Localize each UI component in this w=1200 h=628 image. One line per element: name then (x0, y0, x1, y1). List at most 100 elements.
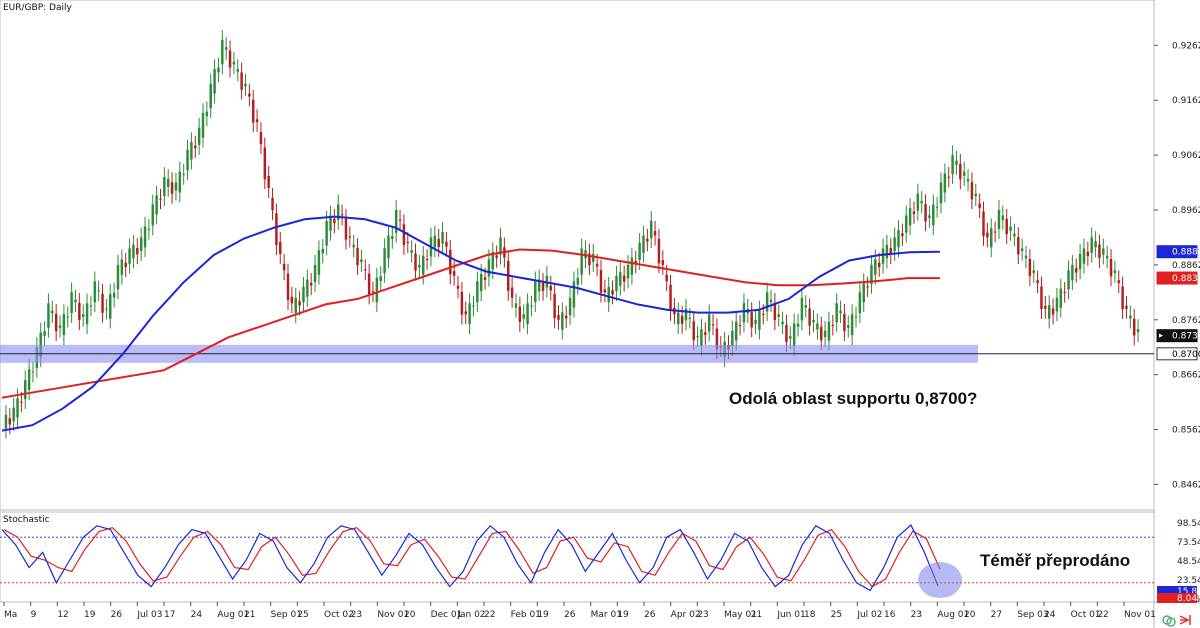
candle-body (669, 284, 672, 311)
candle-body (962, 171, 966, 176)
price-badge (1156, 329, 1198, 343)
candle-body (781, 321, 784, 325)
candle-body (537, 279, 541, 292)
candle-body (333, 218, 336, 224)
candle-body (217, 67, 220, 73)
sma-slow-line (1, 248, 940, 399)
time-tick-label: Jul 02 (856, 610, 882, 620)
candle-body (619, 272, 622, 286)
candle-body (1063, 291, 1066, 293)
candle-body (580, 248, 583, 275)
arrow-right-icon[interactable] (1179, 615, 1191, 625)
candle-body (615, 275, 618, 292)
candle-body (765, 292, 769, 312)
time-tick-label: Sep 01 (271, 610, 302, 620)
stochastic-badge (1157, 593, 1197, 603)
candle-body (916, 193, 920, 211)
candle-body (711, 324, 715, 326)
candle-body (1067, 270, 1070, 290)
sync-icon[interactable] (1162, 615, 1176, 627)
candle-body (885, 244, 889, 259)
candle-body (105, 308, 108, 310)
price-axis: 0.9262 0.9162 0.9062 0.8962 0.8862 0.8762 0.86… (1154, 41, 1200, 490)
candle-body (348, 236, 352, 238)
candle-body (561, 312, 564, 330)
candle-body (286, 273, 290, 301)
time-tick-label: 27 (991, 610, 1002, 620)
time-tick-label: May 01 (724, 610, 757, 620)
candle-body (812, 319, 815, 323)
candle-body (862, 283, 865, 303)
time-tick-label: 23 (351, 610, 362, 620)
candle-body (367, 273, 371, 295)
time-tick-label: Aug 01 (217, 610, 249, 620)
candle-body (109, 294, 112, 319)
candle-body (479, 274, 483, 292)
candle-body (951, 155, 954, 175)
price-badge (1156, 271, 1198, 285)
candle-body (472, 305, 475, 307)
stochastic-panel (0, 511, 1155, 603)
candle-body (309, 282, 313, 286)
candle-body (661, 260, 665, 265)
candle-body (321, 248, 325, 254)
candle-body (251, 99, 255, 123)
time-tick-label: 19 (84, 610, 96, 620)
candle-body (707, 314, 711, 332)
candle-body (159, 198, 162, 200)
candle-body (356, 248, 359, 266)
candle-body (854, 316, 858, 318)
candle-body (178, 171, 182, 193)
time-tick-label: 23 (911, 610, 922, 620)
stochastic-badge (1157, 586, 1197, 596)
stochastic-badge-label: 15.82 (1177, 587, 1200, 597)
candle-body (31, 371, 35, 373)
candle-body (1075, 268, 1078, 273)
time-tick-label: Feb 01 (511, 610, 541, 620)
stochastic-k-line (1, 524, 939, 592)
badge-marker-icon (1159, 333, 1163, 338)
candle-body (700, 328, 703, 347)
candle-body (866, 286, 869, 288)
candle-body (1020, 248, 1024, 251)
candle-body (340, 214, 344, 216)
candle-body (1024, 255, 1028, 259)
candle-body (1036, 280, 1039, 284)
candle-body (186, 149, 189, 171)
candle-body (974, 193, 978, 197)
stochastic-tick-label: 98.54 (1177, 519, 1200, 529)
candle-body (920, 200, 923, 204)
candle-body (889, 248, 893, 255)
stochastic-tick-label: 73.54 (1177, 538, 1200, 548)
time-tick-label: 26 (564, 610, 576, 620)
candle-body (904, 215, 908, 233)
candle-body (317, 250, 321, 275)
stochastic-title: Stochastic (3, 515, 50, 525)
candle-body (638, 242, 641, 261)
candle-body (704, 332, 707, 335)
time-tick-label: 17 (164, 610, 175, 620)
candle-body (870, 264, 873, 284)
candle-body (371, 291, 375, 293)
candle-body (74, 299, 77, 303)
candle-body (302, 286, 305, 303)
candle-body (514, 303, 518, 308)
candle-body (8, 418, 12, 425)
time-tick-label: 19 (617, 610, 629, 620)
candle-body (1005, 218, 1008, 235)
candle-body (4, 414, 8, 429)
candle-body (66, 316, 69, 318)
candle-body (823, 330, 827, 337)
candle-body (738, 324, 742, 326)
candle-body (62, 314, 66, 336)
candle-body (808, 308, 811, 326)
candle-body (97, 290, 100, 292)
candle-body (414, 253, 417, 271)
candle-body (124, 262, 127, 268)
candle-body (394, 209, 398, 233)
candle-body (819, 326, 823, 341)
candle-body (990, 228, 993, 248)
candle-body (684, 308, 688, 321)
